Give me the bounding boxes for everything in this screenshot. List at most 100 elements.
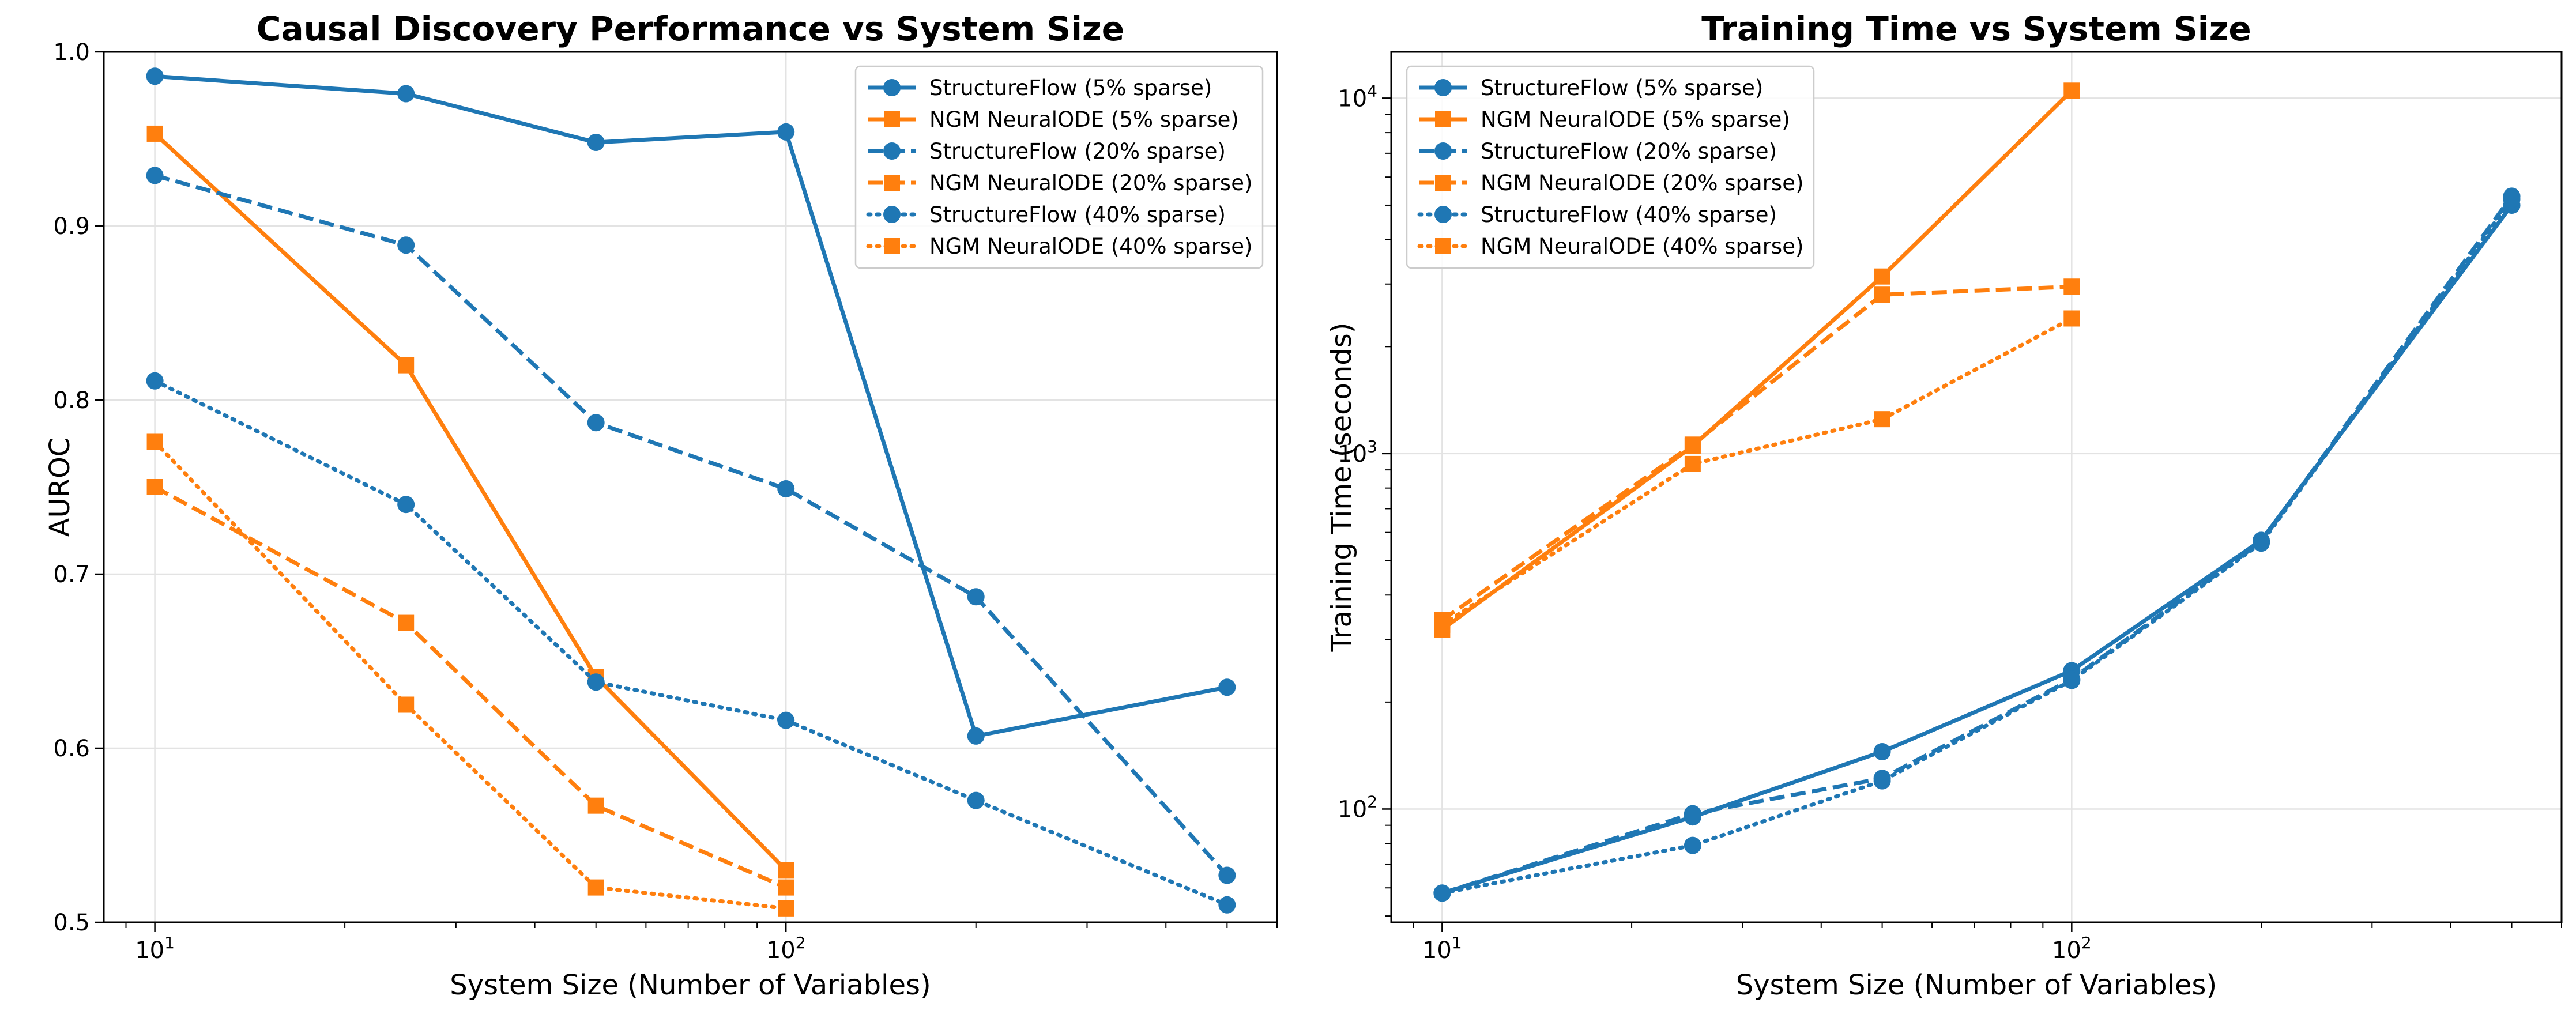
data-point (2503, 190, 2521, 208)
legend-marker (1435, 175, 1451, 191)
chart-title: Causal Discovery Performance vs System S… (257, 9, 1124, 48)
data-point (146, 433, 163, 450)
x-tick-label-base: 10 (766, 937, 796, 964)
legend-entry: NGM NeuralODE (5% sparse) (868, 107, 1239, 132)
legend-label: NGM NeuralODE (20% sparse) (929, 171, 1252, 195)
series-ngm-dashed (1434, 278, 2080, 628)
chart-1-x-minor-ticks (125, 922, 1278, 928)
series-line (1440, 316, 2074, 627)
data-point (1218, 866, 1236, 884)
legend-box (1406, 65, 1815, 269)
x-tick-label-exp: 1 (1452, 933, 1462, 952)
x-tick-label-exp: 1 (164, 933, 175, 952)
data-point (587, 797, 604, 814)
data-point (2063, 82, 2080, 99)
data-point (1218, 678, 1236, 696)
data-point (777, 480, 795, 498)
legend-marker (1434, 79, 1452, 96)
data-point (1218, 896, 1236, 914)
legend-entry: NGM NeuralODE (20% sparse) (1419, 171, 1803, 195)
x-tick-label: 102 (2052, 933, 2092, 964)
data-point (587, 134, 605, 152)
series-line (153, 439, 788, 911)
data-point (2063, 672, 2081, 689)
x-tick-label-exp: 2 (2081, 933, 2092, 952)
x-tick-label-base: 10 (135, 937, 164, 964)
x-tick-label: 101 (135, 933, 175, 964)
legend-label: StructureFlow (20% sparse) (929, 139, 1226, 164)
y-axis-label: AUROC (44, 438, 76, 537)
data-point (587, 673, 605, 691)
data-point (2063, 278, 2080, 295)
legend-label: NGM NeuralODE (20% sparse) (1481, 171, 1803, 195)
data-point (1874, 286, 1890, 303)
x-tick-label: 101 (1422, 933, 1462, 964)
y-tick-label-exp: 4 (1367, 81, 1377, 100)
legend-label: StructureFlow (5% sparse) (929, 76, 1212, 100)
data-point (398, 357, 415, 374)
data-point (778, 900, 794, 917)
series-line (153, 485, 787, 889)
data-point (397, 85, 415, 103)
chart-title: Training Time vs System Size (1701, 9, 2251, 48)
data-point (1874, 411, 1890, 428)
series-structureflow-solid (146, 67, 1236, 745)
legend-marker (1435, 111, 1451, 127)
series-line (154, 174, 1229, 877)
legend-entry: NGM NeuralODE (40% sparse) (1417, 234, 1803, 259)
chart-2-series (1433, 82, 2521, 902)
y-tick-label: 0.5 (53, 910, 90, 936)
y-tick-label-base: 10 (1338, 85, 1367, 112)
chart-1-legend: StructureFlow (5% sparse) NGM NeuralODE (… (854, 65, 1264, 269)
legend-marker (884, 238, 900, 254)
y-tick-label: 103 (1338, 437, 1377, 467)
y-tick-label-exp: 3 (1367, 437, 1377, 456)
data-point (2253, 534, 2270, 552)
data-point (777, 711, 795, 729)
x-axis-label: System Size (Number of Variables) (450, 969, 931, 1001)
series-line (153, 132, 788, 872)
data-point (2063, 310, 2080, 327)
y-tick-label: 0.9 (53, 213, 90, 240)
chart-2-legend: StructureFlow (5% sparse) NGM NeuralODE (… (1406, 65, 1815, 269)
legend-entry: StructureFlow (20% sparse) (868, 139, 1226, 164)
y-tick-label-base: 10 (1338, 796, 1367, 823)
data-point (778, 862, 794, 879)
x-tick-label-base: 10 (2052, 937, 2081, 964)
legend-marker (1434, 206, 1452, 223)
x-axis-label: System Size (Number of Variables) (1736, 969, 2217, 1001)
data-point (1873, 772, 1891, 790)
legend-entry: NGM NeuralODE (5% sparse) (1419, 107, 1790, 132)
data-point (1684, 436, 1701, 453)
legend-label: StructureFlow (20% sparse) (1481, 139, 1777, 164)
legend-label: NGM NeuralODE (40% sparse) (1481, 234, 1803, 259)
data-point (1684, 455, 1701, 472)
y-tick-label: 104 (1338, 81, 1377, 112)
series-line (1440, 197, 2514, 895)
legend-marker (883, 206, 901, 223)
series-structureflow-dotted (1433, 190, 2521, 902)
data-point (1684, 805, 1701, 823)
legend-label: StructureFlow (40% sparse) (1481, 202, 1777, 227)
y-tick-label-exp: 2 (1367, 792, 1377, 811)
legend-marker (1435, 238, 1451, 254)
chart-2-axes-frame (1390, 51, 2563, 923)
legend-entry: StructureFlow (5% sparse) (868, 76, 1212, 100)
legend-entry: NGM NeuralODE (40% sparse) (866, 234, 1252, 259)
data-point (1874, 268, 1890, 285)
data-point (398, 696, 415, 713)
legend-entry: NGM NeuralODE (20% sparse) (868, 171, 1252, 195)
data-point (146, 372, 164, 390)
legend-box (854, 65, 1264, 269)
data-point (146, 479, 163, 495)
series-line (1441, 89, 2073, 631)
legend-marker (884, 111, 900, 127)
chart-1-axes-frame (103, 51, 1278, 923)
x-tick-label: 102 (766, 933, 806, 964)
series-line (155, 74, 1227, 738)
legend-marker (883, 142, 901, 160)
